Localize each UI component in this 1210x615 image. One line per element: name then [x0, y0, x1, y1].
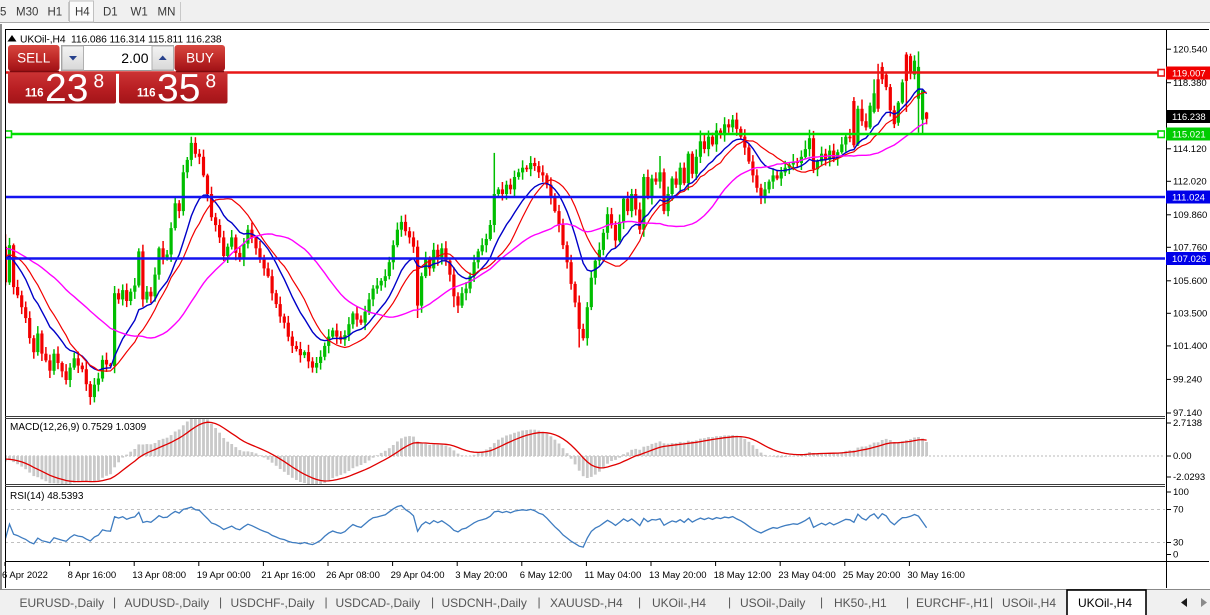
svg-text:8 Apr 16:00: 8 Apr 16:00	[68, 570, 117, 581]
svg-text:11 May 04:00: 11 May 04:00	[584, 570, 641, 581]
svg-text:30: 30	[1173, 538, 1184, 549]
svg-text:USDCNH-,Daily: USDCNH-,Daily	[442, 596, 527, 610]
svg-text:2.00: 2.00	[121, 50, 148, 66]
svg-text:UKOil-,H4 116.086 116.314 115: UKOil-,H4 116.086 116.314 115.811 116.23…	[20, 35, 222, 46]
svg-text:|: |	[990, 595, 993, 609]
svg-text:H4: H4	[75, 7, 90, 19]
svg-text:UKOil-,H4: UKOil-,H4	[652, 596, 706, 610]
svg-text:114.120: 114.120	[1173, 144, 1207, 155]
svg-text:21 Apr 16:00: 21 Apr 16:00	[261, 570, 315, 581]
svg-text:99.240: 99.240	[1173, 375, 1202, 386]
svg-text:116.238: 116.238	[1172, 112, 1206, 123]
svg-text:111.024: 111.024	[1172, 193, 1205, 204]
svg-text:|: |	[638, 595, 641, 609]
svg-text:|: |	[820, 595, 823, 609]
svg-text:120.540: 120.540	[1173, 44, 1207, 55]
svg-text:USOil-,Daily: USOil-,Daily	[740, 596, 805, 610]
svg-text:8: 8	[206, 72, 217, 93]
svg-text:5: 5	[0, 7, 6, 19]
svg-text:XAUUSD-,H4: XAUUSD-,H4	[550, 596, 623, 610]
svg-text:BUY: BUY	[186, 51, 214, 66]
svg-text:MACD(12,26,9) 0.7529 1.0309: MACD(12,26,9) 0.7529 1.0309	[10, 422, 147, 433]
svg-text:D1: D1	[103, 7, 118, 19]
svg-text:USDCHF-,Daily: USDCHF-,Daily	[231, 596, 315, 610]
svg-text:3 May 20:00: 3 May 20:00	[455, 570, 507, 581]
svg-text:USOil-,H4: USOil-,H4	[1002, 596, 1056, 610]
svg-text:8: 8	[94, 72, 105, 93]
svg-text:|: |	[538, 595, 541, 609]
svg-text:EURCHF-,H1: EURCHF-,H1	[916, 596, 989, 610]
svg-text:W1: W1	[131, 7, 148, 19]
svg-text:18 May 12:00: 18 May 12:00	[714, 570, 772, 581]
svg-text:|: |	[219, 595, 222, 609]
svg-text:HK50-,H1: HK50-,H1	[834, 596, 887, 610]
svg-text:26 Apr 08:00: 26 Apr 08:00	[326, 570, 380, 581]
svg-text:UKOil-,H4: UKOil-,H4	[1078, 596, 1132, 610]
svg-text:118.380: 118.380	[1173, 78, 1207, 89]
svg-text:105.600: 105.600	[1173, 276, 1207, 287]
svg-text:35: 35	[157, 67, 200, 110]
svg-text:|: |	[906, 595, 909, 609]
svg-text:23: 23	[45, 67, 88, 110]
svg-text:MN: MN	[158, 7, 176, 19]
svg-text:AUDUSD-,Daily: AUDUSD-,Daily	[125, 596, 210, 610]
svg-text:107.026: 107.026	[1172, 254, 1206, 265]
svg-text:100: 100	[1173, 487, 1189, 498]
svg-text:H1: H1	[48, 7, 63, 19]
svg-text:97.140: 97.140	[1173, 408, 1202, 419]
svg-text:103.500: 103.500	[1173, 309, 1207, 320]
svg-text:M30: M30	[16, 7, 38, 19]
svg-text:|: |	[113, 595, 116, 609]
svg-text:SELL: SELL	[17, 51, 51, 66]
svg-text:29 Apr 04:00: 29 Apr 04:00	[391, 570, 445, 581]
svg-text:2.7138: 2.7138	[1173, 418, 1202, 429]
svg-text:USDCAD-,Daily: USDCAD-,Daily	[336, 596, 421, 610]
svg-text:6 May 12:00: 6 May 12:00	[520, 570, 572, 581]
svg-text:|: |	[325, 595, 328, 609]
svg-text:RSI(14) 48.5393: RSI(14) 48.5393	[10, 491, 84, 502]
svg-text:101.400: 101.400	[1173, 341, 1207, 352]
svg-text:0.00: 0.00	[1173, 451, 1192, 462]
svg-text:115.021: 115.021	[1172, 130, 1206, 141]
svg-text:23 May 04:00: 23 May 04:00	[778, 570, 836, 581]
svg-text:0: 0	[1173, 550, 1178, 561]
svg-text:EURUSD-,Daily: EURUSD-,Daily	[20, 596, 105, 610]
svg-text:107.760: 107.760	[1173, 243, 1207, 254]
svg-text:6 Apr 2022: 6 Apr 2022	[2, 570, 48, 581]
svg-text:112.020: 112.020	[1173, 177, 1207, 188]
svg-text:-2.0293: -2.0293	[1173, 472, 1205, 483]
svg-text:|: |	[431, 595, 434, 609]
svg-text:|: |	[728, 595, 731, 609]
svg-text:116: 116	[25, 88, 44, 100]
svg-text:19 Apr 00:00: 19 Apr 00:00	[197, 570, 251, 581]
svg-text:116: 116	[137, 88, 156, 100]
svg-text:30 May 16:00: 30 May 16:00	[907, 570, 965, 581]
svg-text:70: 70	[1173, 505, 1184, 516]
svg-text:25 May 20:00: 25 May 20:00	[843, 570, 901, 581]
svg-text:13 May 20:00: 13 May 20:00	[649, 570, 707, 581]
svg-text:109.860: 109.860	[1173, 210, 1207, 221]
svg-text:119.007: 119.007	[1172, 69, 1206, 80]
svg-text:13 Apr 08:00: 13 Apr 08:00	[132, 570, 186, 581]
